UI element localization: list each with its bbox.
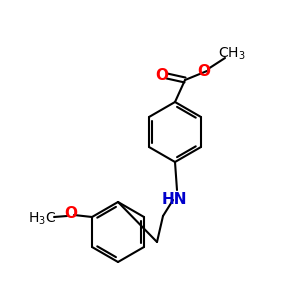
Text: HN: HN xyxy=(161,192,187,207)
Text: O: O xyxy=(197,64,211,80)
Text: O: O xyxy=(64,206,77,221)
Text: H$_3$C: H$_3$C xyxy=(28,211,56,227)
Text: O: O xyxy=(155,68,169,82)
Text: CH$_3$: CH$_3$ xyxy=(218,46,246,62)
